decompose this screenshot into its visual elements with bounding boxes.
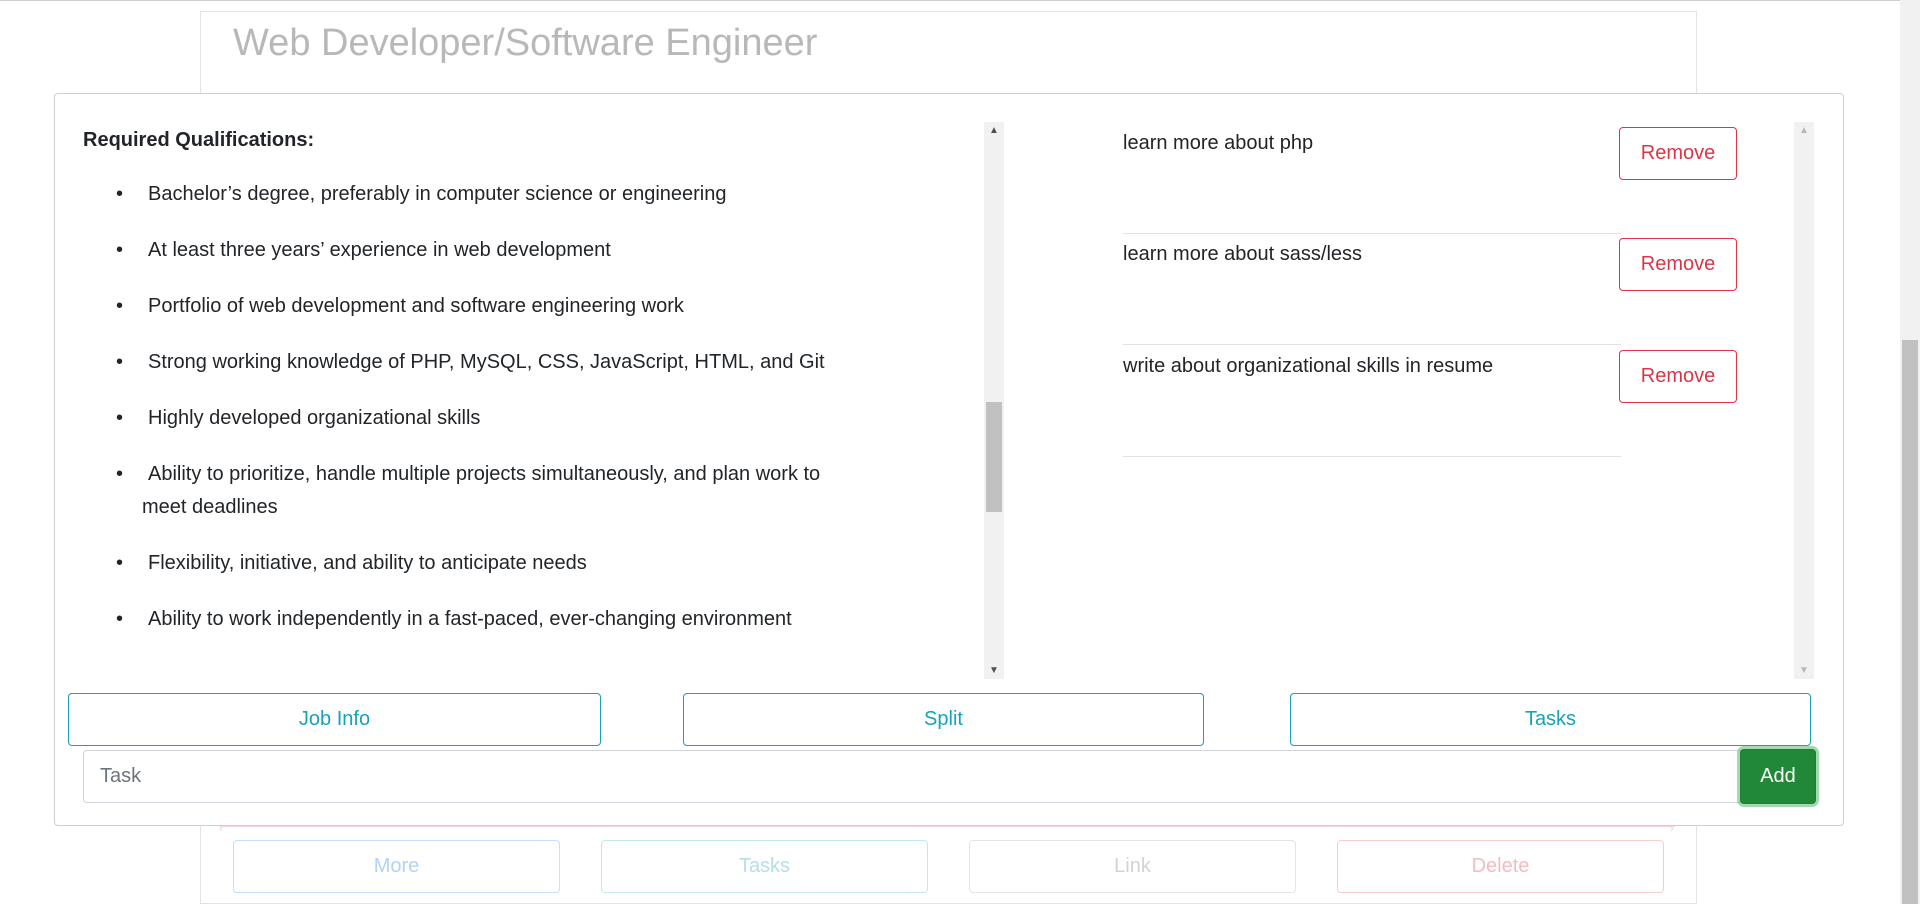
job-info-pane: Required Qualifications: • Bachelor’s de… bbox=[83, 122, 1003, 679]
chevron-right-icon: › bbox=[1670, 823, 1674, 835]
page-scrollbar-thumb[interactable] bbox=[1902, 340, 1918, 904]
remove-task-button[interactable]: Remove bbox=[1619, 127, 1737, 180]
list-item-text-continued: meet deadlines bbox=[142, 496, 278, 518]
remove-task-button[interactable]: Remove bbox=[1619, 238, 1737, 291]
list-item-text: Flexibility, initiative, and ability to … bbox=[148, 552, 587, 574]
list-item-text: At least three years’ experience in web … bbox=[148, 239, 611, 261]
job-info-scrollbar[interactable]: ▲ ▼ bbox=[984, 122, 1004, 679]
list-item: • Highly developed organizational skills bbox=[83, 402, 963, 435]
tab-tasks[interactable]: Tasks bbox=[1290, 693, 1811, 746]
list-item: • Ability to prioritize, handle multiple… bbox=[83, 458, 963, 524]
tab-split[interactable]: Split bbox=[683, 693, 1204, 746]
list-item: • Ability to work independently in a fas… bbox=[83, 603, 963, 636]
list-item: • Flexibility, initiative, and ability t… bbox=[83, 547, 963, 580]
task-row: write about organizational skills in res… bbox=[1123, 345, 1737, 457]
task-row: learn more about php Remove bbox=[1123, 122, 1737, 234]
job-title: Web Developer/Software Engineer bbox=[233, 22, 818, 64]
chevron-left-icon: ‹ bbox=[219, 823, 223, 835]
list-item-text: Strong working knowledge of PHP, MySQL, … bbox=[148, 351, 825, 373]
bullet-icon: • bbox=[116, 552, 124, 574]
tasks-button[interactable]: Tasks bbox=[601, 840, 928, 893]
list-item: • Portfolio of web development and softw… bbox=[83, 290, 963, 323]
bullet-icon: • bbox=[116, 608, 124, 630]
bullet-icon: • bbox=[116, 351, 124, 373]
job-modal: Required Qualifications: • Bachelor’s de… bbox=[54, 93, 1844, 826]
list-item-text: Portfolio of web development and softwar… bbox=[148, 295, 684, 317]
scrollbar-thumb[interactable] bbox=[986, 402, 1002, 512]
bullet-icon: • bbox=[116, 463, 124, 485]
list-item-text: Ability to prioritize, handle multiple p… bbox=[148, 463, 821, 485]
list-item-text: Highly developed organizational skills bbox=[148, 407, 481, 429]
page-scrollbar[interactable] bbox=[1900, 0, 1920, 904]
list-item: • At least three years’ experience in we… bbox=[83, 234, 963, 267]
add-task-button[interactable]: Add bbox=[1740, 749, 1816, 804]
list-item-text: Ability to work independently in a fast-… bbox=[148, 608, 792, 630]
bullet-icon: • bbox=[116, 295, 124, 317]
task-row: learn more about sass/less Remove bbox=[1123, 233, 1737, 345]
link-button[interactable]: Link bbox=[969, 840, 1296, 893]
task-text: learn more about sass/less bbox=[1123, 243, 1363, 265]
list-item-text: Bachelor’s degree, preferably in compute… bbox=[148, 183, 727, 205]
bullet-icon: • bbox=[116, 407, 124, 429]
remove-task-button[interactable]: Remove bbox=[1619, 350, 1737, 403]
card-divider bbox=[220, 826, 1675, 827]
scroll-up-icon[interactable]: ▲ bbox=[989, 125, 999, 136]
list-item: • Strong working knowledge of PHP, MySQL… bbox=[83, 346, 963, 379]
tasks-pane: learn more about php Remove learn more a… bbox=[1123, 122, 1793, 679]
list-item: • Bachelor’s degree, preferably in compu… bbox=[83, 178, 963, 211]
scroll-up-icon[interactable]: ▲ bbox=[1799, 125, 1809, 136]
task-text: write about organizational skills in res… bbox=[1123, 355, 1494, 377]
task-input[interactable] bbox=[83, 750, 1795, 803]
task-text: learn more about php bbox=[1123, 132, 1314, 154]
bullet-icon: • bbox=[116, 183, 124, 205]
more-button[interactable]: More bbox=[233, 840, 560, 893]
delete-button[interactable]: Delete bbox=[1337, 840, 1664, 893]
qualifications-heading: Required Qualifications: bbox=[83, 129, 315, 151]
window-top-border bbox=[0, 0, 1920, 1]
tasks-scrollbar[interactable]: ▲ ▼ bbox=[1794, 122, 1814, 679]
bullet-icon: • bbox=[116, 239, 124, 261]
scroll-down-icon[interactable]: ▼ bbox=[1799, 665, 1809, 676]
qualifications-list: • Bachelor’s degree, preferably in compu… bbox=[83, 178, 963, 659]
tab-job-info[interactable]: Job Info bbox=[68, 693, 601, 746]
scroll-down-icon[interactable]: ▼ bbox=[989, 665, 999, 676]
